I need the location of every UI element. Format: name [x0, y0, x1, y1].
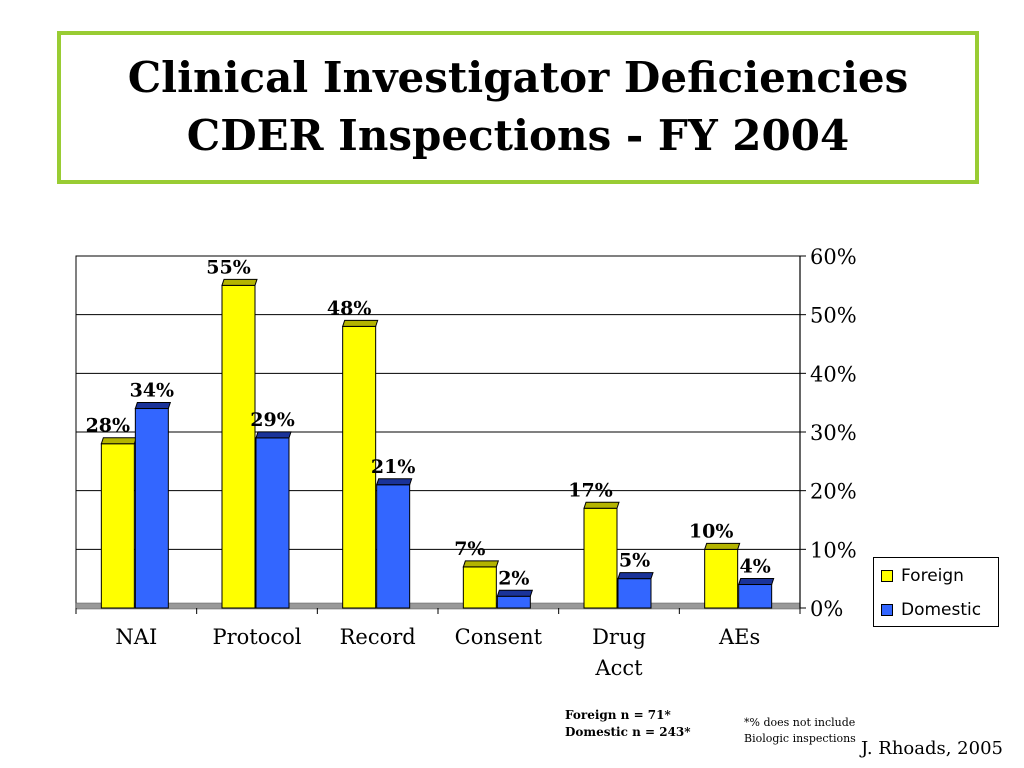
- y-tick-label: 50%: [810, 304, 857, 328]
- legend-label-foreign: Foreign: [901, 566, 964, 586]
- bar-foreign: [342, 325, 377, 609]
- x-tick-label: Acct: [594, 656, 643, 680]
- bar-top-foreign: [221, 278, 258, 286]
- data-label-foreign: 7%: [454, 538, 485, 560]
- legend-label-domestic: Domestic: [901, 600, 982, 620]
- data-label-foreign: 17%: [568, 479, 613, 501]
- data-label-domestic: 2%: [498, 567, 529, 589]
- bar-foreign: [221, 284, 256, 609]
- chart-legend: Foreign Domestic: [873, 557, 999, 627]
- domestic-n-note: Domestic n = 243*: [565, 725, 691, 739]
- bar-top-foreign: [462, 560, 500, 568]
- bar-top-domestic: [375, 478, 413, 486]
- y-tick-label: 30%: [810, 421, 857, 445]
- bar-top-domestic: [496, 589, 534, 597]
- title-line-2: CDER Inspections - FY 2004: [186, 111, 850, 160]
- bar-top-domestic: [255, 431, 292, 439]
- data-label-domestic: 4%: [740, 556, 771, 578]
- bar-domestic: [134, 408, 169, 609]
- y-tick-label: 20%: [810, 480, 857, 504]
- bar-foreign: [704, 548, 739, 609]
- bar-top-domestic: [617, 572, 654, 580]
- footnote-line-2: Biologic inspections: [744, 732, 856, 745]
- x-tick-label: Consent: [455, 625, 543, 649]
- bar-foreign: [100, 443, 135, 609]
- bar-foreign: [462, 566, 497, 609]
- y-tick-label: 60%: [810, 245, 857, 269]
- bar-domestic: [738, 584, 773, 609]
- foreign-n-note: Foreign n = 71*: [565, 708, 671, 722]
- data-label-foreign: 10%: [689, 520, 734, 542]
- bar-top-foreign: [341, 319, 379, 327]
- legend-item-foreign: Foreign: [881, 566, 964, 586]
- y-tick-label: 40%: [810, 362, 857, 386]
- y-tick-label: 0%: [810, 597, 843, 621]
- bar-top-foreign: [100, 437, 138, 445]
- data-label-foreign: 55%: [206, 256, 251, 278]
- bar-top-foreign: [583, 501, 620, 509]
- data-label-domestic: 21%: [371, 456, 416, 478]
- footnote: *% does not include Biologic inspections: [744, 715, 856, 747]
- author-credit: J. Rhoads, 2005: [861, 738, 1003, 759]
- data-label-foreign: 48%: [327, 297, 372, 319]
- x-tick-label: Record: [340, 625, 416, 649]
- bar-top-domestic: [134, 402, 172, 410]
- bar-domestic: [617, 578, 652, 609]
- x-tick-label: NAI: [115, 625, 157, 649]
- slide-title: Clinical Investigator Deficiencies CDER …: [57, 31, 979, 184]
- x-tick-label: AEs: [718, 625, 760, 649]
- bar-top-domestic: [737, 578, 775, 586]
- legend-swatch-domestic: [881, 604, 893, 616]
- data-label-domestic: 34%: [130, 380, 175, 402]
- data-label-domestic: 29%: [250, 409, 295, 431]
- y-tick-label: 10%: [810, 538, 857, 562]
- sample-size-notes: Foreign n = 71* Domestic n = 243*: [565, 707, 691, 741]
- legend-swatch-foreign: [881, 570, 893, 582]
- bar-domestic: [496, 595, 531, 609]
- bar-domestic: [376, 484, 411, 609]
- data-label-domestic: 5%: [619, 550, 650, 572]
- title-line-1: Clinical Investigator Deficiencies: [127, 53, 909, 102]
- bar-foreign: [583, 507, 618, 609]
- x-tick-label: Drug: [592, 625, 646, 649]
- data-label-foreign: 28%: [86, 415, 131, 437]
- bar-domestic: [255, 437, 290, 609]
- footnote-line-1: *% does not include: [744, 716, 856, 729]
- bar-top-foreign: [703, 542, 741, 550]
- legend-item-domestic: Domestic: [881, 600, 981, 620]
- x-tick-label: Protocol: [212, 625, 301, 649]
